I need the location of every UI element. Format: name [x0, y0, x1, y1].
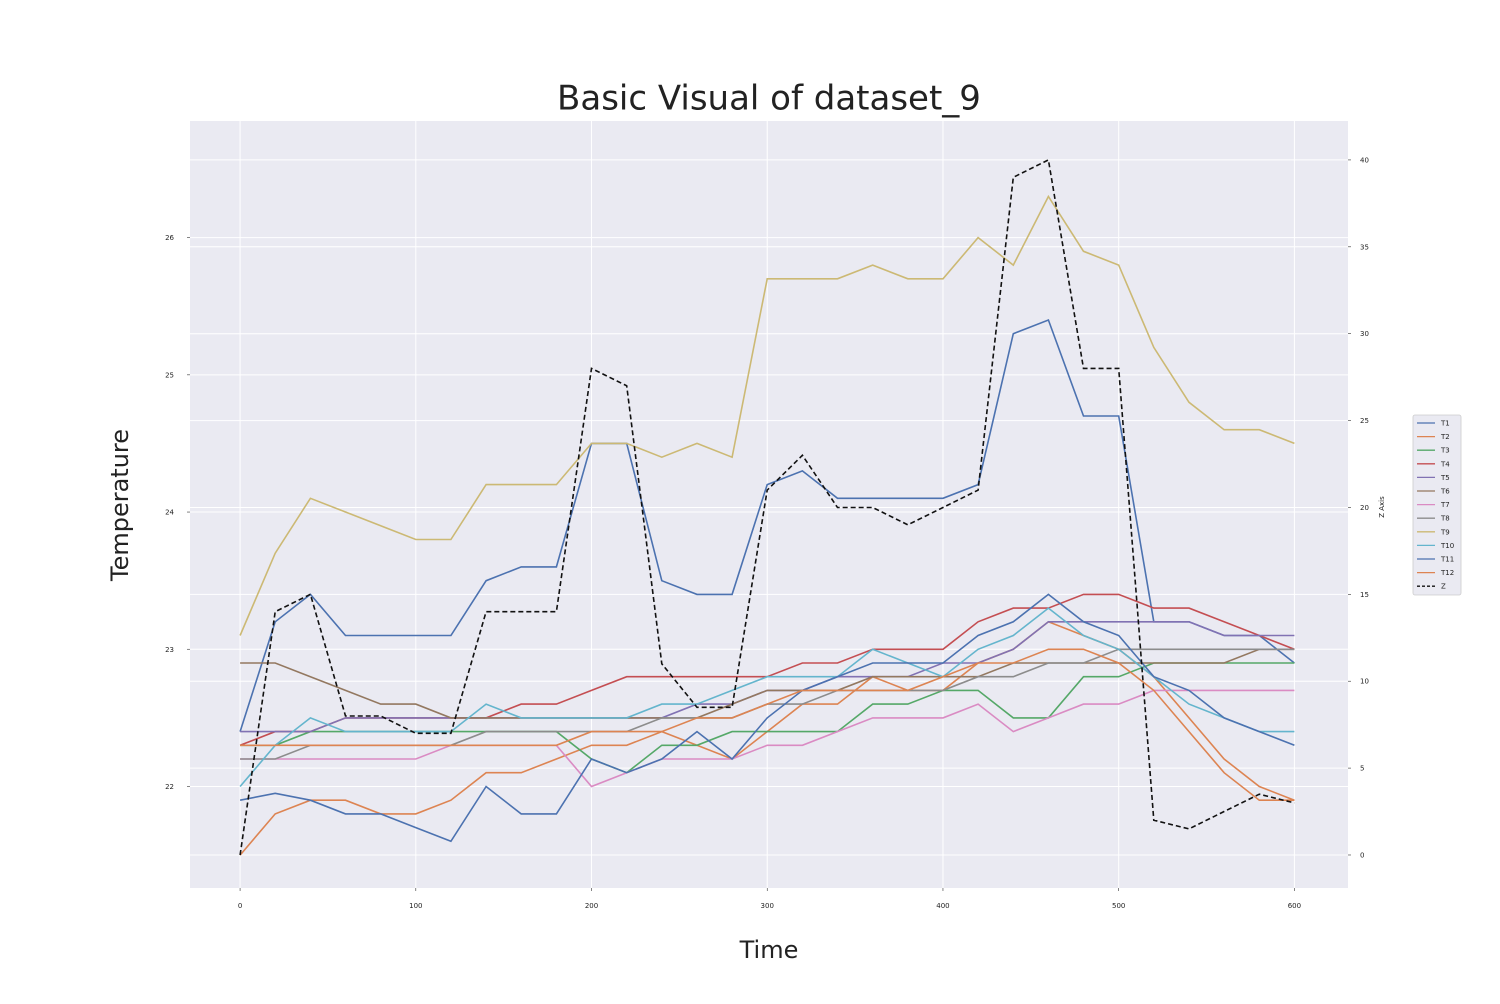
y2-tick-label: 40	[1360, 156, 1369, 164]
y2-tick-label: 20	[1360, 504, 1369, 512]
legend-label: T2	[1440, 433, 1450, 441]
x-tick-label: 500	[1112, 902, 1125, 910]
y2-tick-label: 30	[1360, 330, 1369, 338]
plot-background	[190, 121, 1348, 888]
legend-label: T8	[1440, 515, 1450, 523]
legend-label: T11	[1440, 556, 1454, 564]
x-tick-label: 400	[936, 902, 949, 910]
y2-tick-label: 15	[1360, 591, 1369, 599]
series-line	[239, 194, 1295, 636]
y2-tick-label: 25	[1360, 417, 1369, 425]
legend-label: T10	[1440, 542, 1454, 550]
series-line	[239, 593, 1295, 843]
y-tick-label: 23	[165, 646, 174, 654]
y-tick-label: 24	[165, 509, 174, 517]
y-tick-label: 26	[165, 234, 174, 242]
x-axis-label: Time	[739, 936, 799, 964]
y2-tick-label: 0	[1360, 851, 1364, 859]
y2-tick-label: 5	[1360, 765, 1364, 773]
y2-tick-label: 10	[1360, 678, 1369, 686]
x-tick-label: 0	[238, 902, 242, 910]
x-tick-label: 300	[761, 902, 774, 910]
legend-label: T3	[1440, 447, 1450, 455]
legend-label: T12	[1440, 569, 1454, 577]
y2-axis-label: Z Axis	[1378, 496, 1386, 518]
series-line	[240, 648, 1295, 801]
series-line	[239, 607, 1295, 788]
grid	[190, 121, 1348, 888]
series-line	[240, 689, 1295, 788]
legend-label: T9	[1440, 528, 1450, 536]
legend-box	[1412, 414, 1462, 596]
y-axis-label: Temperature	[106, 429, 134, 582]
legend-label: T5	[1440, 474, 1450, 482]
x-tick-label: 100	[409, 902, 422, 910]
legend-label: T6	[1440, 488, 1450, 496]
y-tick-label: 22	[165, 783, 174, 791]
legend-label: T4	[1440, 460, 1450, 468]
y2-tick-label: 35	[1360, 243, 1369, 251]
legend-label: Z	[1441, 583, 1446, 591]
series-line	[239, 318, 1295, 732]
legend-label: T7	[1440, 501, 1450, 509]
x-tick-label: 200	[585, 902, 598, 910]
chart-title: Basic Visual of dataset_9	[557, 79, 981, 119]
lines	[239, 158, 1295, 856]
series-line	[239, 158, 1295, 856]
y-tick-label: 25	[165, 371, 174, 379]
legend-label: T1	[1440, 420, 1450, 428]
x-tick-label: 600	[1288, 902, 1301, 910]
